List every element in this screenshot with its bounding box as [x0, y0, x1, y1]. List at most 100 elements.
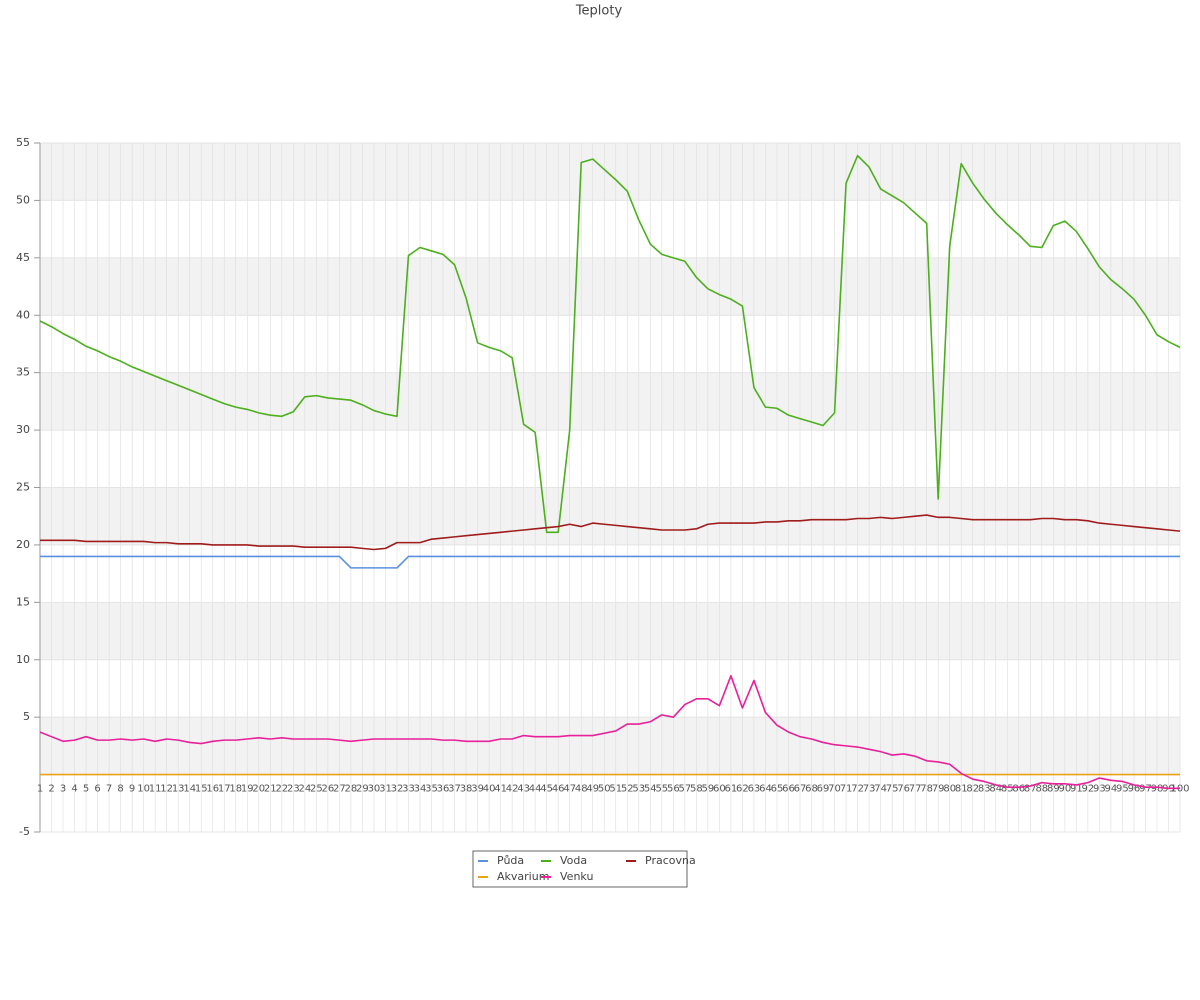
- x-tick-label: 82: [966, 784, 979, 795]
- x-tick-label: 43: [517, 784, 530, 795]
- x-tick-label: 23: [287, 784, 300, 795]
- x-tick-label: 22: [275, 784, 288, 795]
- x-tick-label: 55: [655, 784, 668, 795]
- legend-label: Akvarium: [497, 870, 549, 883]
- x-tick-label: 70: [828, 784, 841, 795]
- x-tick-label: 2: [48, 784, 54, 795]
- x-tick-label: 18: [229, 784, 242, 795]
- x-tick-label: 6: [94, 784, 100, 795]
- x-tick-label: 95: [1116, 784, 1129, 795]
- x-tick-label: 25: [310, 784, 323, 795]
- legend-label: Půda: [497, 854, 524, 867]
- x-tick-label: 46: [552, 784, 565, 795]
- x-tick-label: 96: [1128, 784, 1141, 795]
- x-tick-label: 83: [978, 784, 991, 795]
- y-tick-label: 55: [16, 136, 30, 149]
- x-tick-label: 84: [989, 784, 1002, 795]
- x-tick-label: 1: [37, 784, 43, 795]
- x-tick-label: 41: [494, 784, 507, 795]
- y-tick-label: 45: [16, 251, 30, 264]
- x-tick-label: 72: [851, 784, 864, 795]
- grid-band: [40, 257, 1180, 316]
- x-tick-label: 39: [471, 784, 484, 795]
- x-tick-label: 92: [1082, 784, 1095, 795]
- x-tick-label: 20: [252, 784, 265, 795]
- x-tick-label: 3: [60, 784, 66, 795]
- grid-band: [40, 602, 1180, 660]
- x-tick-label: 17: [218, 784, 231, 795]
- x-tick-label: 69: [817, 784, 830, 795]
- y-tick-label: 40: [16, 308, 30, 321]
- grid-band: [40, 487, 1180, 545]
- x-tick-label: 30: [368, 784, 381, 795]
- x-tick-label: 79: [932, 784, 945, 795]
- x-tick-label: 35: [425, 784, 438, 795]
- legend-label: Pracovna: [645, 854, 696, 867]
- y-tick-label: 35: [16, 366, 30, 379]
- x-tick-label: 59: [702, 784, 715, 795]
- y-tick-label: 50: [16, 193, 30, 206]
- legend-label: Voda: [560, 854, 587, 867]
- x-tick-label: 4: [71, 784, 77, 795]
- legend-label: Venku: [560, 870, 593, 883]
- x-tick-label: 97: [1139, 784, 1152, 795]
- grid-band: [40, 372, 1180, 431]
- x-tick-label: 53: [632, 784, 645, 795]
- x-tick-label: 29: [356, 784, 369, 795]
- y-tick-label: 5: [23, 710, 30, 723]
- x-tick-label: 12: [160, 784, 173, 795]
- x-tick-label: 36: [437, 784, 450, 795]
- x-tick-label: 86: [1012, 784, 1025, 795]
- x-tick-label: 77: [909, 784, 922, 795]
- x-tick-label: 54: [644, 784, 657, 795]
- x-tick-label: 62: [736, 784, 749, 795]
- x-tick-label: 89: [1047, 784, 1060, 795]
- y-tick-label: 20: [16, 538, 30, 551]
- x-tick-label: 37: [448, 784, 461, 795]
- x-tick-label: 33: [402, 784, 415, 795]
- x-tick-label: 71: [840, 784, 853, 795]
- x-tick-label: 9: [129, 784, 135, 795]
- line-series: [39, 675, 1180, 790]
- x-tick-label: 10: [137, 784, 150, 795]
- legend-box: [472, 850, 688, 888]
- x-tick-label: 45: [540, 784, 553, 795]
- x-tick-label: 58: [690, 784, 703, 795]
- grid-band: [40, 717, 1180, 775]
- y-tick-label: 25: [16, 481, 30, 494]
- x-tick-label: 73: [863, 784, 876, 795]
- x-tick-label: 75: [886, 784, 899, 795]
- chart-title: Teploty: [575, 4, 623, 19]
- x-tick-label: 56: [667, 784, 680, 795]
- x-tick-label: 94: [1105, 784, 1118, 795]
- x-tick-label: 68: [805, 784, 818, 795]
- x-tick-label: 5: [83, 784, 89, 795]
- x-tick-label: 27: [333, 784, 346, 795]
- x-tick-label: 16: [206, 784, 219, 795]
- x-tick-label: 76: [897, 784, 910, 795]
- x-tick-label: 34: [414, 784, 427, 795]
- x-tick-label: 93: [1093, 784, 1106, 795]
- x-tick-label: 65: [771, 784, 784, 795]
- x-tick-label: 64: [759, 784, 772, 795]
- x-tick-label: 40: [483, 784, 496, 795]
- x-tick-label: 11: [149, 784, 162, 795]
- x-tick-label: 31: [379, 784, 392, 795]
- x-tick-label: 74: [874, 784, 887, 795]
- line-series: [40, 514, 1181, 551]
- line-series: [40, 555, 1180, 569]
- x-tick-label: 14: [183, 784, 196, 795]
- x-tick-label: 87: [1024, 784, 1037, 795]
- x-tick-label: 81: [955, 784, 968, 795]
- x-tick-label: 26: [322, 784, 335, 795]
- x-tick-label: 8: [117, 784, 123, 795]
- x-tick-label: 21: [264, 784, 277, 795]
- x-tick-label: 67: [794, 784, 807, 795]
- x-tick-label: 90: [1058, 784, 1071, 795]
- x-tick-label: 57: [678, 784, 691, 795]
- x-tick-label: 88: [1035, 784, 1048, 795]
- x-tick-label: 32: [391, 784, 404, 795]
- y-tick-label: 30: [16, 423, 30, 436]
- x-tick-label: 52: [621, 784, 634, 795]
